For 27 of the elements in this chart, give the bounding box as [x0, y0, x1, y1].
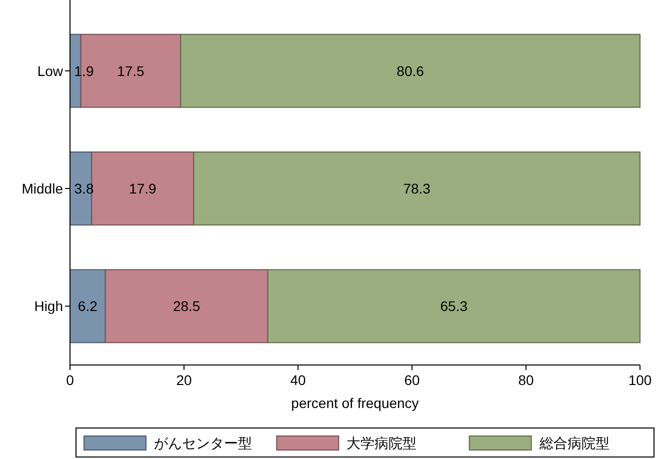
bar — [180, 34, 640, 108]
x-tick-label: 80 — [518, 372, 534, 388]
data-label: 1.9 — [74, 62, 94, 79]
bar — [267, 269, 640, 344]
legend-label: 総合病院型 — [538, 435, 610, 451]
bar — [104, 269, 268, 344]
bar — [193, 152, 640, 226]
data-label: 28.5 — [172, 298, 200, 314]
data-label: 78.3 — [403, 180, 431, 196]
y-tick-label: High — [34, 298, 63, 314]
x-tick-label: 0 — [66, 372, 74, 388]
x-tick-label: 60 — [404, 372, 420, 388]
data-label: 3.8 — [74, 180, 94, 196]
data-label: 6.2 — [78, 298, 98, 314]
x-axis-title: percent of frequency — [291, 395, 419, 411]
data-label: 80.6 — [396, 62, 424, 79]
legend-label: 大学病院型 — [346, 435, 417, 451]
x-tick-label: 40 — [290, 372, 306, 388]
bar — [70, 269, 106, 344]
x-tick-label: 100 — [628, 372, 652, 388]
data-label: 17.9 — [129, 180, 157, 196]
data-label: 17.5 — [117, 62, 145, 79]
y-tick-label: Middle — [22, 180, 64, 196]
legend-label: がんセンター型 — [154, 435, 252, 451]
x-tick-label: 20 — [176, 372, 192, 388]
y-tick-label: Low — [37, 62, 64, 79]
data-label: 65.3 — [440, 298, 468, 314]
